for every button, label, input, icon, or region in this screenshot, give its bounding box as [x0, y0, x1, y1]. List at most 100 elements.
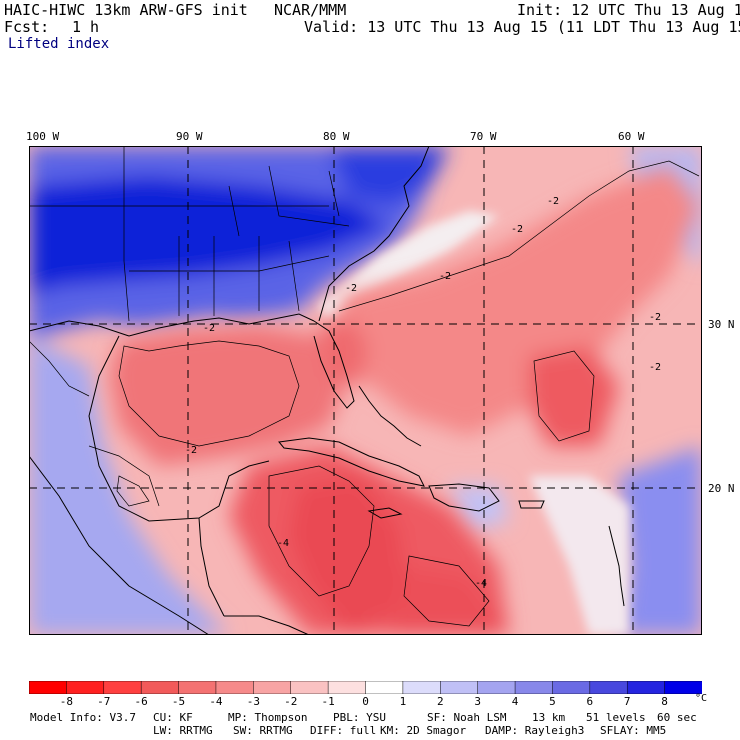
colorbar-tick-label: 5: [549, 695, 556, 708]
colorbar-tick-label: -3: [246, 695, 260, 708]
colorbar-tick-label: -7: [97, 695, 111, 708]
lat-label-30n: 30 N: [708, 318, 735, 331]
colorbar-tick-label: -1: [321, 695, 335, 708]
center-label: NCAR/MMM: [274, 1, 347, 19]
contour-caribbean: [268, 465, 375, 597]
colorbar-tick-label: 1: [399, 695, 407, 708]
colorbar-tick-label: -2: [284, 695, 298, 708]
damp-scheme: DAMP: Rayleigh3: [485, 724, 585, 737]
state-border-7: [288, 240, 300, 312]
mexico-interior-border: [29, 340, 90, 397]
state-border-8: [228, 185, 240, 237]
field-name: Lifted index: [8, 36, 110, 52]
lat-label-20n: 20 N: [708, 482, 735, 495]
colorbar-swatch: [29, 681, 68, 694]
lon-label-60w: 60 W: [618, 130, 645, 143]
colorbar-swatch: [290, 681, 329, 694]
lesser-antilles: [608, 525, 625, 607]
contour-labels: -2 -2 -2 -2 -2 -2 -2 -2 -4 -4: [185, 196, 661, 589]
colorbar-swatch: [365, 681, 404, 694]
contour-mexico-w: [88, 445, 160, 507]
coastlines: [29, 146, 625, 635]
model-title: HAIC-HIWC 13km ARW-GFS init: [4, 1, 248, 19]
unstable-caribbean-south: [389, 566, 509, 635]
sf-scheme: SF: Noah LSM: [427, 711, 507, 724]
mexico-gulf-coast: [88, 335, 270, 522]
state-border-1: [123, 146, 130, 322]
contours: [88, 160, 700, 627]
yucatan-belize: [198, 517, 225, 617]
contour-label: -2: [649, 312, 661, 323]
lon-label-100w: 100 W: [26, 130, 60, 143]
colorbar-swatch: [253, 681, 292, 694]
contour-label: -2: [185, 445, 197, 456]
colorbar-swatch: [552, 681, 591, 694]
us-state-borders: [29, 146, 350, 397]
colorbar-tick-label: 7: [623, 695, 631, 708]
timestep: 60 sec: [657, 711, 697, 724]
colorbar-swatch: [589, 681, 628, 694]
colorbar-tick-label: 4: [511, 695, 519, 708]
contour-label: -2: [345, 283, 357, 294]
colorbar-swatch: [327, 681, 367, 694]
contour-atlantic: [338, 160, 700, 312]
state-border-10: [328, 170, 340, 217]
colorbar-unit: °C: [695, 693, 708, 704]
colorbar-swatch: [626, 681, 666, 694]
contour-label: -2: [439, 271, 451, 282]
contour-caribbean-s: [403, 555, 490, 627]
colorbar-swatch: [514, 681, 554, 694]
colorbar-tick-label: -6: [134, 695, 148, 708]
unstable-caribbean-core: [289, 476, 409, 635]
map-frame: [29, 146, 702, 635]
state-border-9: [268, 165, 350, 227]
puerto-rico: [518, 500, 545, 509]
colorbar-swatch: [103, 681, 142, 694]
colorbar-tick-label: -5: [171, 695, 186, 708]
colorbar-tick-label: -8: [59, 695, 73, 708]
fcst-label: Fcst:: [4, 18, 50, 36]
colorbar: [29, 681, 702, 694]
florida-peninsula: [313, 320, 355, 409]
mexico-pacific-coast: [29, 455, 210, 635]
lw-scheme: LW: RRTMG: [153, 724, 213, 737]
contour-label: -2: [649, 362, 661, 373]
stable-east: [619, 446, 702, 635]
contour-label: -2: [511, 224, 523, 235]
contour-label: -2: [547, 196, 559, 207]
colorbar-tick-label: -4: [209, 695, 223, 708]
colorbar-swatch: [66, 681, 105, 694]
contour-gulf: [118, 340, 300, 447]
valid-time: Valid: 13 UTC Thu 13 Aug 15 (11 LDT Thu …: [304, 18, 740, 36]
colorbar-swatch: [140, 681, 180, 694]
lifted-index-map: -2 -2 -2 -2 -2 -2 -2 -2 -4 -4: [29, 146, 702, 635]
lon-label-80w: 80 W: [323, 130, 350, 143]
colorbar-tick-label: 3: [474, 695, 481, 708]
colorbar-tick-label: 6: [586, 695, 594, 708]
unstable-gulf: [109, 326, 349, 466]
cuba: [278, 437, 425, 487]
diff-scheme: DIFF: full: [310, 724, 377, 737]
lon-label-90w: 90 W: [176, 130, 203, 143]
fcst-value: 1 h: [72, 18, 100, 36]
km-scheme: KM: 2D Smagor: [380, 724, 467, 737]
colorbar-tick-label: 8: [661, 695, 668, 708]
neutral-caribbean-east: [529, 476, 629, 635]
contour-label: -4: [277, 538, 289, 549]
hispaniola: [428, 483, 500, 512]
colorbar-tick-label: 0: [362, 695, 369, 708]
contour-label: -4: [475, 578, 487, 589]
model-info: Model Info: V3.7: [30, 711, 136, 724]
resolution: 13 km: [532, 711, 566, 724]
unstable-atlantic: [339, 166, 699, 436]
stable-northeast: [329, 146, 449, 206]
sw-scheme: SW: RRTMG: [233, 724, 293, 737]
colorbar-swatch: [477, 681, 516, 694]
init-time: Init: 12 UTC Thu 13 Aug 15: [517, 1, 740, 19]
cu-scheme: CU: KF: [153, 711, 193, 724]
unstable-atlantic-core: [529, 346, 619, 446]
jamaica: [367, 507, 403, 519]
colorbar-swatch: [664, 681, 702, 694]
us-atlantic-coast: [318, 146, 430, 322]
unstable-regions: [109, 166, 699, 635]
